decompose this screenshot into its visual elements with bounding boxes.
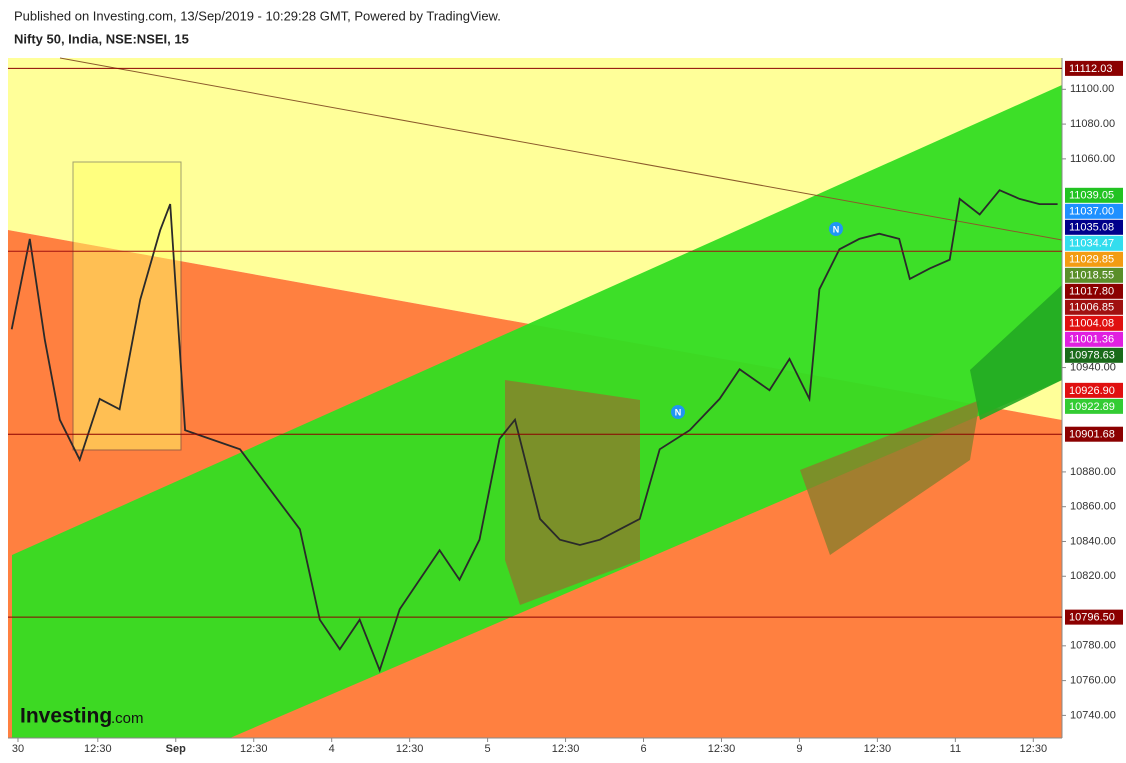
trend-line: [59, 57, 1063, 241]
cloud: [800, 400, 980, 555]
level-tag: [1065, 267, 1123, 283]
y-tick-label: 10840.00: [1070, 535, 1116, 547]
level-label: 10926.90: [1069, 385, 1115, 397]
y-tick-label: 10760.00: [1070, 675, 1116, 687]
x-tick-label: 4: [329, 743, 335, 755]
level-label: 11029.85: [1069, 254, 1114, 266]
level-tag: [1065, 283, 1123, 299]
x-tick-label: 11: [950, 743, 961, 755]
level-label: 11001.36: [1069, 334, 1114, 346]
level-tag: [1065, 315, 1123, 331]
y-tick-label: 11080.00: [1070, 118, 1115, 130]
level-label: 10796.50: [1069, 612, 1115, 624]
x-tick-label: 12:30: [864, 743, 892, 755]
published-note: Published on Investing.com, 13/Sep/2019 …: [14, 8, 501, 23]
x-tick-label: 5: [485, 743, 491, 755]
level-label: 10901.68: [1069, 429, 1115, 441]
level-tag: [1065, 235, 1123, 251]
logo-text: Investing: [20, 705, 112, 728]
level-label: 11112.03: [1069, 63, 1112, 75]
y-tick-label: 11100.00: [1070, 83, 1114, 95]
level-tag: [1065, 219, 1123, 235]
level-tag: [1065, 203, 1123, 219]
x-tick-label: 12:30: [240, 743, 268, 755]
level-label: 11039.05: [1069, 190, 1114, 202]
y-tick-label: 10740.00: [1070, 709, 1116, 721]
logo-suffix: .com: [111, 710, 144, 727]
level-tag: [1065, 382, 1123, 398]
zones: [8, 57, 1063, 738]
marker-label: N: [675, 407, 682, 417]
level-tag: [1065, 426, 1123, 442]
level-label: 11004.08: [1069, 318, 1114, 330]
x-tick-label: 30: [12, 743, 24, 755]
logo: Investing .com: [20, 705, 144, 728]
y-tick-label: 10820.00: [1070, 570, 1116, 582]
level-label: 11017.80: [1069, 286, 1114, 298]
x-tick-label: 9: [796, 743, 802, 755]
level-tag: [1065, 251, 1123, 267]
y-tick-label: 10780.00: [1070, 640, 1116, 652]
level-tag: [1065, 187, 1123, 203]
level-label: 11018.55: [1069, 270, 1114, 282]
marker-label: N: [833, 224, 840, 234]
level-tag: [1065, 398, 1123, 414]
marker: [671, 405, 685, 419]
x-tick-label: Sep: [166, 743, 186, 755]
y-tick-label: 11060.00: [1070, 153, 1115, 165]
level-label: 11035.08: [1069, 222, 1114, 234]
x-tick-label: 12:30: [1020, 743, 1048, 755]
x-tick-label: 12:30: [84, 743, 112, 755]
y-tick-label: 10860.00: [1070, 501, 1116, 513]
level-label: 11006.85: [1069, 302, 1114, 314]
level-tag: [1065, 299, 1123, 315]
y-tick-label: 10940.00: [1070, 361, 1116, 373]
highlight-box: [72, 161, 182, 451]
price-line: [10, 189, 1058, 673]
level-label: 10978.63: [1069, 350, 1115, 362]
cloud: [505, 380, 640, 605]
level-tag: [1065, 60, 1123, 76]
cloud-green: [970, 285, 1062, 420]
level-tag: [1065, 347, 1123, 363]
y-tick-label: 10880.00: [1070, 466, 1116, 478]
level-label: 10922.89: [1069, 401, 1115, 413]
level-label: 11034.47: [1069, 238, 1114, 250]
x-tick-label: 6: [640, 743, 646, 755]
marker: [829, 222, 843, 236]
x-tick-label: 12:30: [708, 743, 736, 755]
x-tick-label: 12:30: [552, 743, 580, 755]
x-tick-label: 12:30: [396, 743, 424, 755]
level-tag: [1065, 609, 1123, 625]
level-label: 11037.00: [1069, 206, 1114, 218]
chart-title: Nifty 50, India, NSE:NSEI, 15: [14, 31, 189, 46]
level-tag: [1065, 331, 1123, 347]
